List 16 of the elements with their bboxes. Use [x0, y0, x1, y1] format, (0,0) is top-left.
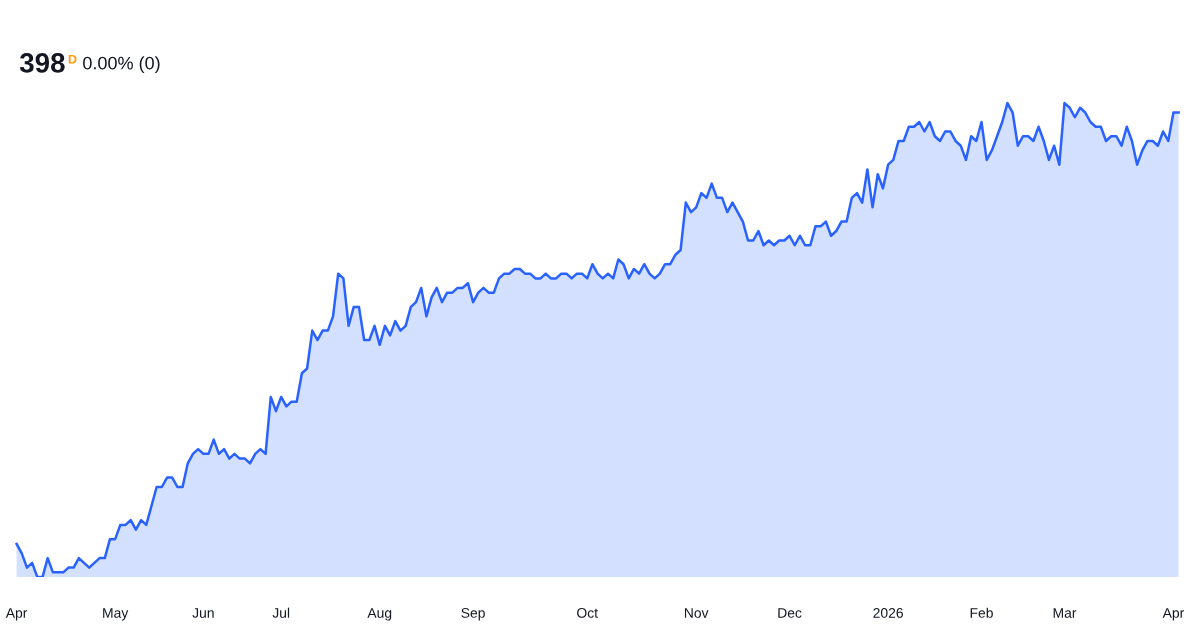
- x-tick-label: May: [103, 608, 129, 621]
- text: D: [68, 54, 77, 64]
- x-tick-label: Aug: [367, 608, 392, 621]
- x-tick-label: Apr: [5, 608, 28, 621]
- x-tick-label: Mar: [1053, 608, 1077, 618]
- x-tick-label: Nov: [684, 608, 709, 618]
- x-tick-label: Sep: [461, 608, 485, 621]
- chart-subtitle: 0.00% (0): [83, 56, 160, 74]
- x-tick-label: Dec: [778, 608, 802, 618]
- x-tick-label: Apr: [1162, 608, 1185, 621]
- x-tick-label: Jul: [272, 607, 290, 618]
- x-tick-label: 2026: [873, 608, 903, 618]
- x-tick-label: Oct: [577, 608, 598, 618]
- chart-title: 398: [19, 53, 65, 73]
- x-tick-label: Jun: [192, 608, 214, 618]
- x-tick-label: Feb: [970, 607, 993, 618]
